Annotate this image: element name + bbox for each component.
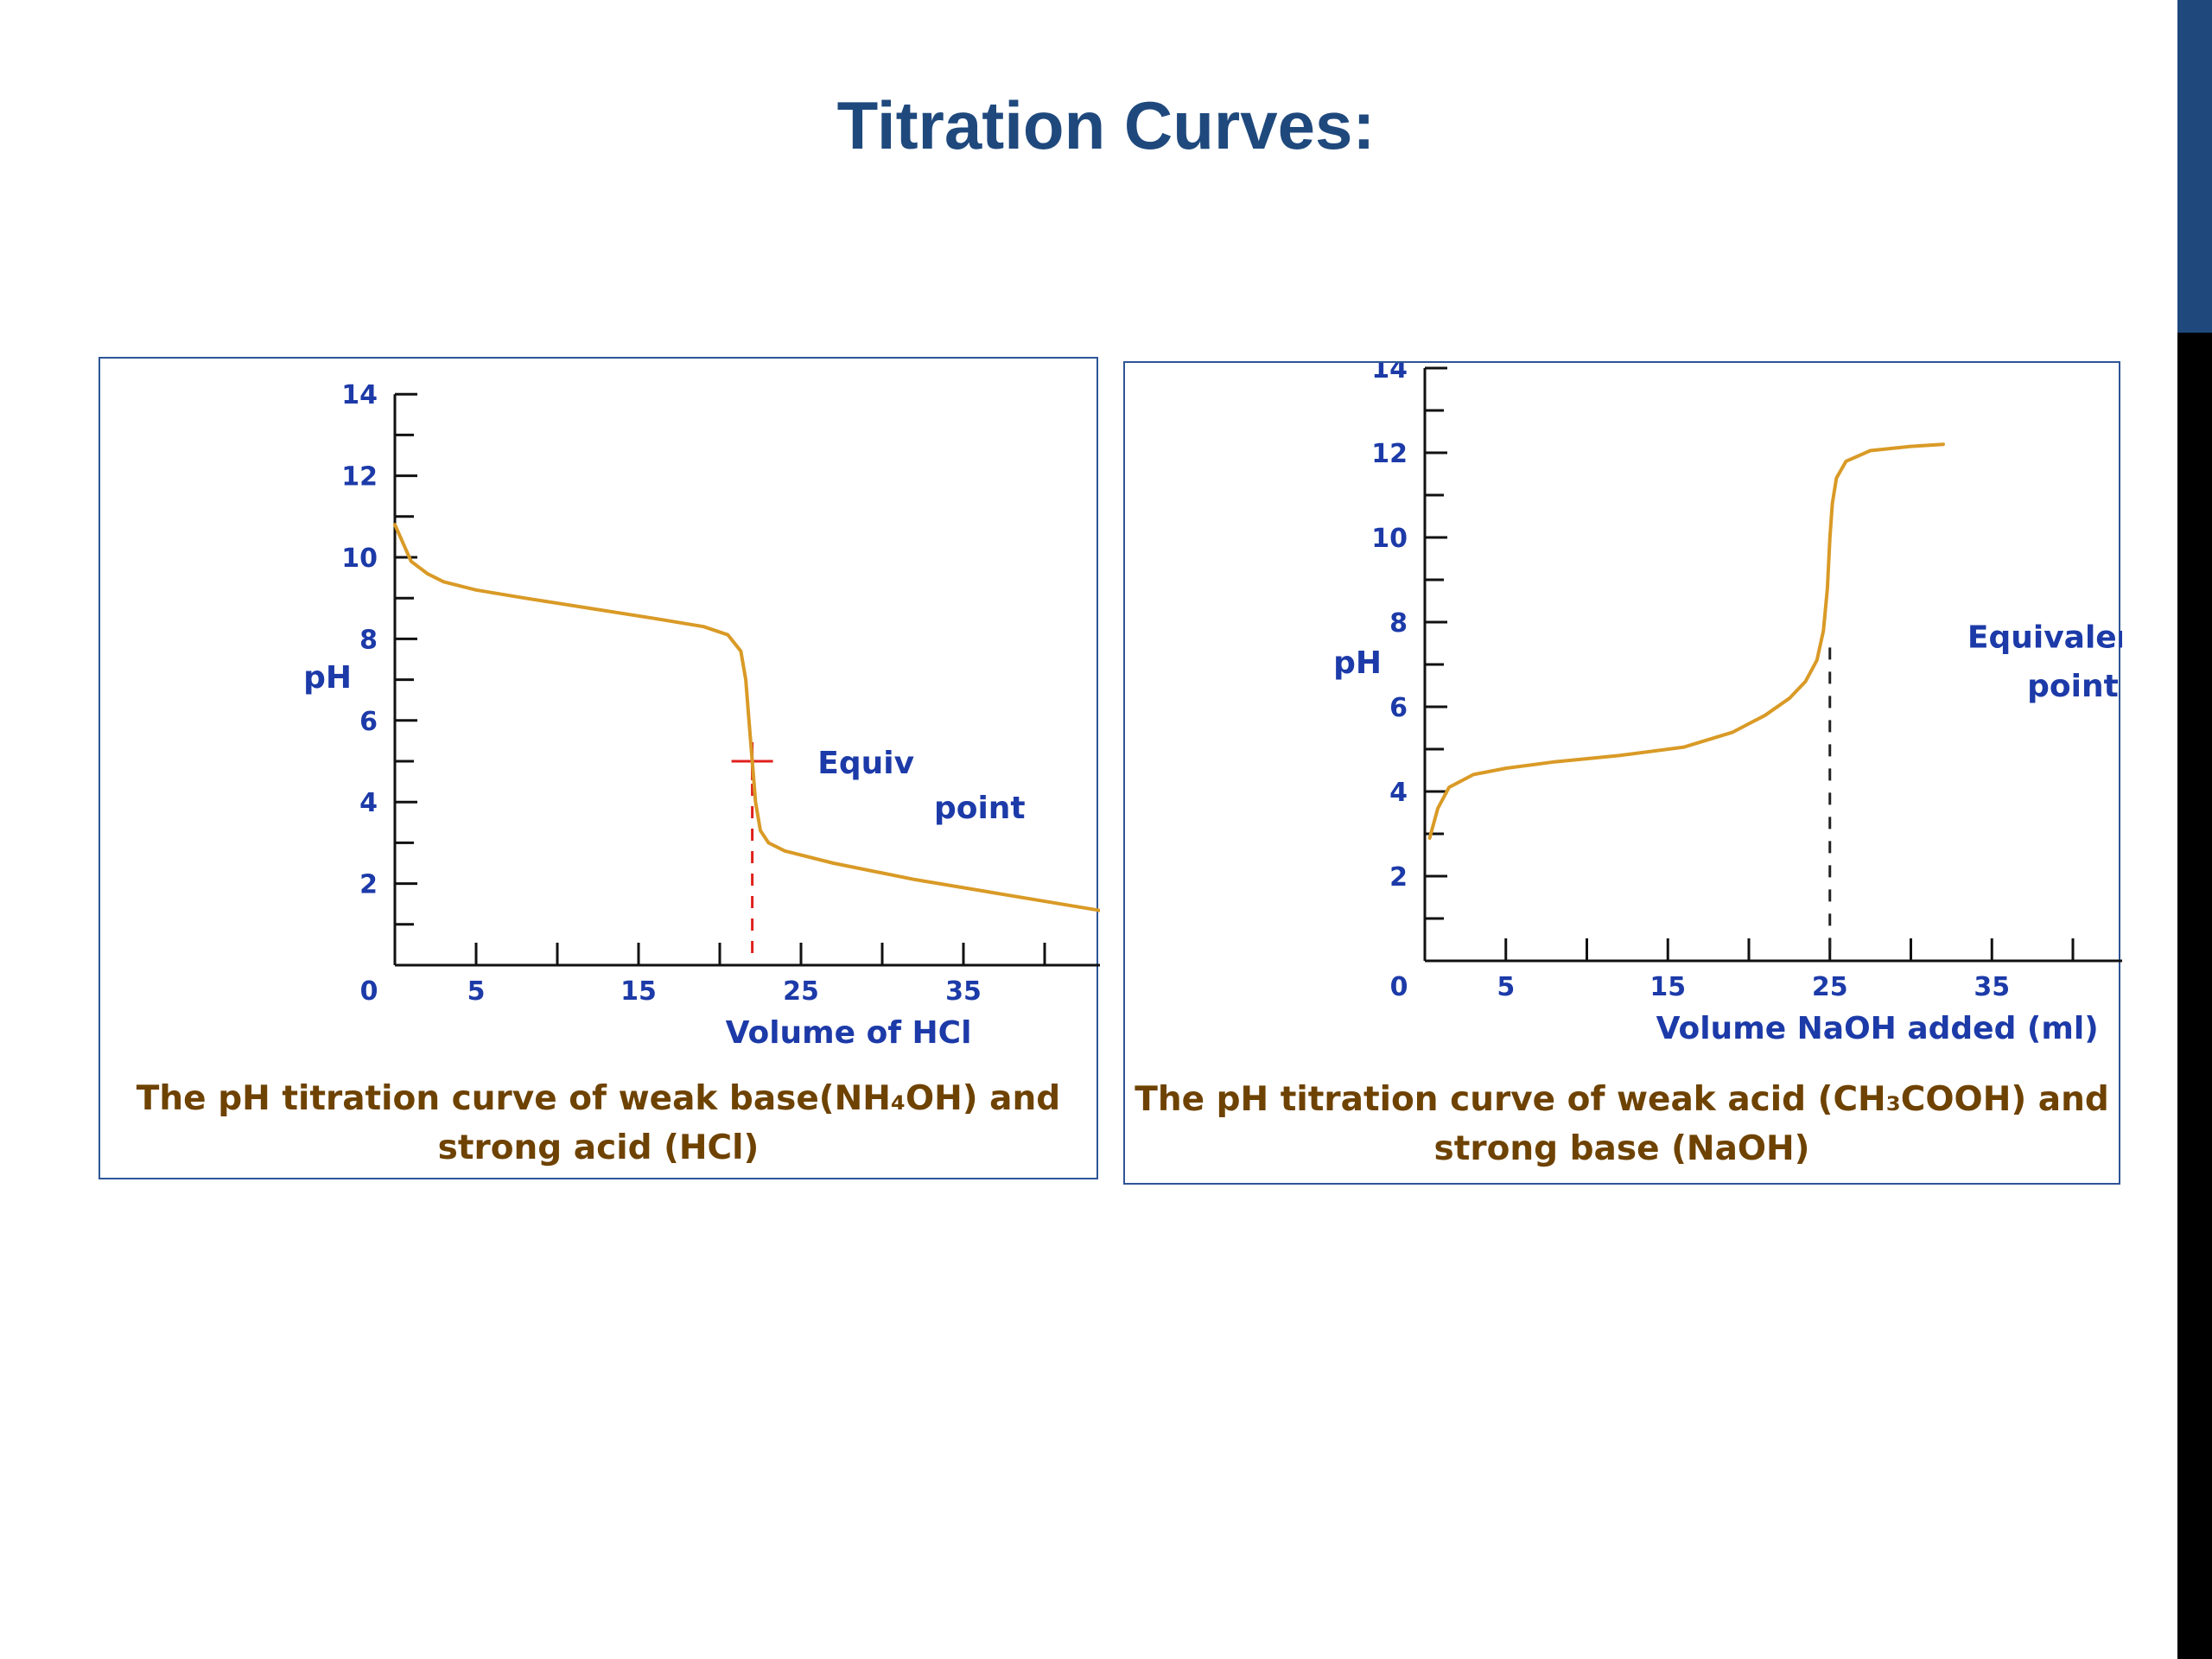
x-axis-title: Volume NaOH added (ml) — [1656, 1011, 2099, 1046]
caption-line-2: strong acid (HCl) — [437, 1128, 760, 1167]
chart-caption: The pH titration curve of weak acid (CH₃… — [1125, 1075, 2119, 1173]
y-tick-label: 10 — [1371, 524, 1408, 554]
y-tick-label: 2 — [359, 870, 378, 900]
y-tick-label: 4 — [359, 788, 378, 818]
y-tick-label: 14 — [341, 380, 378, 410]
y-tick-label: 6 — [359, 707, 378, 737]
y-axis-title: pH — [303, 660, 352, 696]
x-tick-label: 25 — [1812, 972, 1848, 1002]
equivalence-annotation: Equivalence — [1967, 620, 2122, 655]
y-tick-label: 4 — [1389, 778, 1408, 808]
y-tick-label: 12 — [341, 462, 378, 493]
equivalence-annotation: point — [934, 791, 1026, 826]
x-tick-label: 15 — [1649, 972, 1686, 1002]
y-axis-title: pH — [1333, 645, 1382, 681]
x-tick-label: 5 — [467, 976, 486, 1007]
titration-panel-weak-base: 2468101214051525354555Volume of HClpHEqu… — [99, 357, 1100, 1179]
chart-caption: The pH titration curve of weak base(NH₄O… — [100, 1074, 1096, 1173]
titration-panel-weak-acid: 2468101214051525354555Volume NaOH added … — [1123, 361, 2122, 1185]
caption-line-1: The pH titration curve of weak base(NH₄O… — [136, 1079, 1061, 1118]
titration-curve-line — [393, 523, 1100, 912]
y-tick-label: 8 — [359, 625, 378, 655]
y-tick-label: 12 — [1371, 439, 1408, 469]
y-tick-label: 10 — [341, 543, 378, 574]
weak-acid-chart: 2468101214051525354555Volume NaOH added … — [1333, 363, 2122, 1046]
slide-title: Titration Curves: — [836, 87, 1376, 163]
y-tick-label: 2 — [1389, 862, 1408, 893]
right-edge-accent — [2177, 0, 2212, 333]
x-tick-label: 25 — [783, 976, 819, 1007]
x-tick-label: 35 — [1974, 972, 2010, 1002]
y-tick-label: 14 — [1371, 363, 1408, 385]
y-tick-label: 6 — [1389, 693, 1408, 723]
y-tick-label: 8 — [1389, 608, 1408, 639]
x-tick-label: 0 — [360, 976, 378, 1007]
x-tick-label: 35 — [945, 976, 982, 1007]
weak-base-chart: 2468101214051525354555Volume of HClpHEqu… — [303, 380, 1100, 1051]
titration-curve-line — [1427, 442, 1945, 840]
equivalence-annotation: point — [2027, 669, 2119, 704]
x-tick-label: 5 — [1497, 972, 1515, 1002]
caption-line-1: The pH titration curve of weak acid (CH₃… — [1135, 1080, 2109, 1119]
x-axis-title: Volume of HCl — [726, 1015, 972, 1051]
x-tick-label: 0 — [1390, 972, 1408, 1002]
x-tick-label: 15 — [620, 976, 657, 1007]
equivalence-annotation: Equiv — [817, 746, 914, 781]
caption-line-2: strong base (NaOH) — [1433, 1129, 1810, 1168]
